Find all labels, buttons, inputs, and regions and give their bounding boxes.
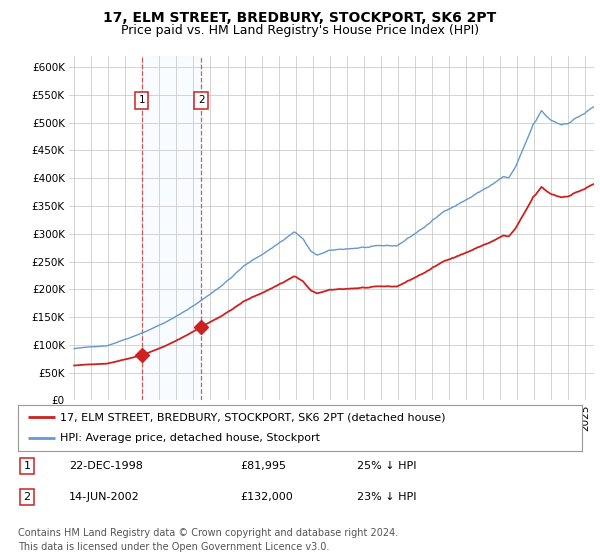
Text: 22-DEC-1998: 22-DEC-1998 (69, 461, 143, 471)
Text: 2: 2 (23, 492, 31, 502)
Bar (142, 56, 201, 400)
Text: 17, ELM STREET, BREDBURY, STOCKPORT, SK6 2PT (detached house): 17, ELM STREET, BREDBURY, STOCKPORT, SK6… (60, 412, 446, 422)
Text: HPI: Average price, detached house, Stockport: HPI: Average price, detached house, Stoc… (60, 433, 320, 444)
Text: 25% ↓ HPI: 25% ↓ HPI (357, 461, 416, 471)
Text: 14-JUN-2002: 14-JUN-2002 (69, 492, 140, 502)
Text: 1: 1 (23, 461, 31, 471)
Text: 2: 2 (198, 95, 205, 105)
Text: £132,000: £132,000 (240, 492, 293, 502)
Text: Price paid vs. HM Land Registry's House Price Index (HPI): Price paid vs. HM Land Registry's House … (121, 24, 479, 36)
Text: 17, ELM STREET, BREDBURY, STOCKPORT, SK6 2PT: 17, ELM STREET, BREDBURY, STOCKPORT, SK6… (103, 11, 497, 25)
Text: 1: 1 (139, 95, 145, 105)
Text: 23% ↓ HPI: 23% ↓ HPI (357, 492, 416, 502)
Text: £81,995: £81,995 (240, 461, 286, 471)
Text: Contains HM Land Registry data © Crown copyright and database right 2024.
This d: Contains HM Land Registry data © Crown c… (18, 528, 398, 552)
